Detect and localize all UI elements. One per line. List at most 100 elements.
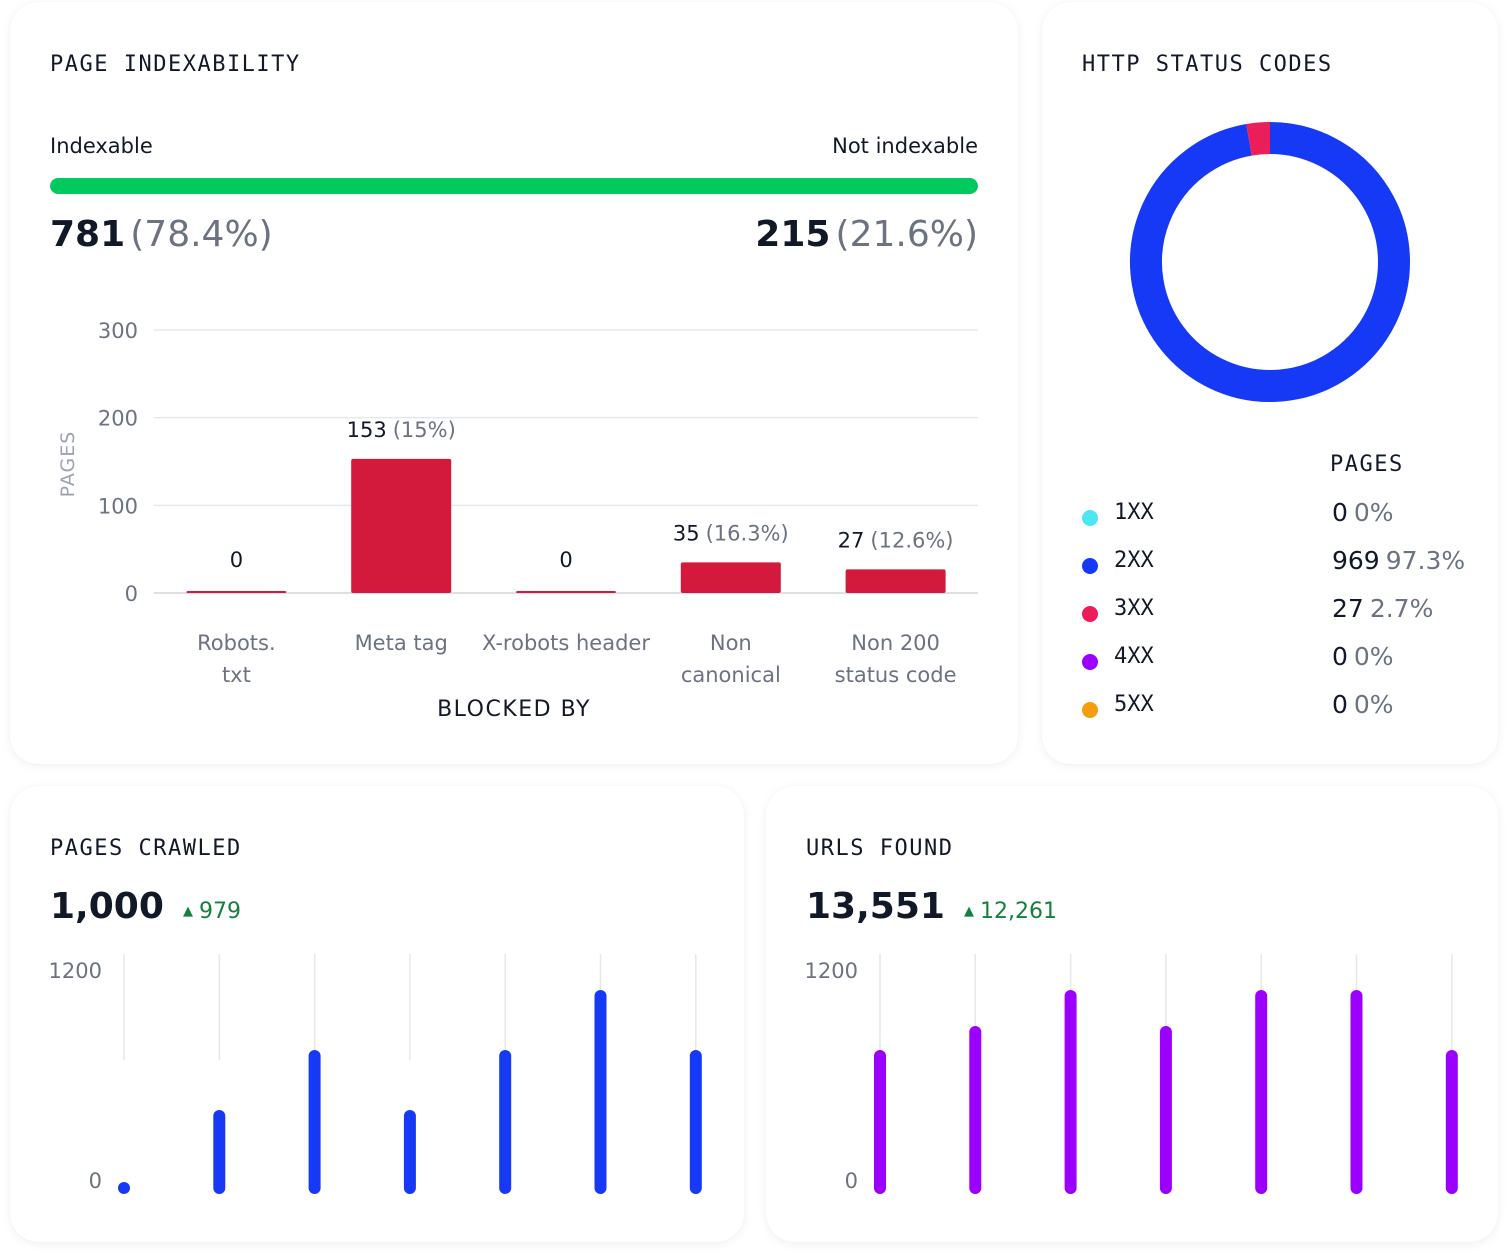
status-code-percent: 0%: [1353, 498, 1394, 527]
x-axis-label: BLOCKED BY: [437, 697, 591, 722]
bar-value-label: 0: [230, 548, 243, 572]
y-tick-label: 0: [125, 582, 138, 606]
y-tick-label: 300: [98, 319, 138, 343]
status-code-label: 4XX: [1114, 644, 1154, 669]
y-tick-label: 1200: [805, 959, 858, 983]
pages-crawled-delta-value: 979: [198, 899, 241, 924]
status-code-label: 1XX: [1114, 500, 1154, 525]
urls-found-stat: 13,551 ▲ 12,261: [806, 886, 1057, 927]
indexable-stat: 781 (78.4%): [50, 214, 273, 255]
bar-value-label: 35 (16.3%): [673, 521, 789, 545]
bar: [594, 990, 607, 1194]
status-code-count: 0: [1332, 498, 1348, 527]
blocked-by-bar-chart: 0 100 200 300 PAGES 0 Robots. txt 153 (15%) Meta t…: [57, 319, 978, 722]
http-status-donut-chart: [1130, 122, 1410, 402]
bar-value-label: 27 (12.6%): [838, 528, 954, 552]
legend-dot-icon: [1082, 702, 1098, 718]
bar: [186, 591, 287, 593]
status-code-value: 969 97.3%: [1332, 546, 1465, 575]
http-status-codes-title: HTTP STATUS CODES: [1082, 52, 1333, 77]
y-tick-label: 1200: [49, 959, 102, 983]
urls-found-bar-chart: 1200 0: [805, 954, 1458, 1194]
urls-found-delta: ▲ 12,261: [964, 899, 1057, 924]
x-category-label: Non: [710, 631, 752, 655]
bar: [969, 1026, 982, 1194]
status-code-value: 0 0%: [1332, 498, 1394, 527]
triangle-up-icon: ▲: [182, 904, 193, 919]
x-category-label: Non 200: [851, 631, 940, 655]
bar: [1255, 990, 1268, 1194]
status-code-percent: 97.3%: [1385, 546, 1466, 575]
not-indexable-label: Not indexable: [832, 134, 978, 158]
bar: [1159, 1026, 1172, 1194]
x-category-label: Meta tag: [355, 631, 448, 655]
status-code-label: 5XX: [1114, 692, 1154, 717]
legend-item-1xx: 1XX 0 0%: [1042, 498, 1498, 546]
bar: [118, 1182, 130, 1194]
status-code-percent: 0%: [1353, 642, 1394, 671]
urls-found-value: 13,551: [806, 886, 945, 927]
status-code-label: 3XX: [1114, 596, 1154, 621]
status-code-count: 0: [1332, 642, 1348, 671]
x-category-label: status code: [835, 663, 957, 687]
legend-dot-icon: [1082, 558, 1098, 574]
pages-crawled-delta: ▲ 979: [183, 899, 241, 924]
status-code-value: 0 0%: [1332, 690, 1394, 719]
legend-item-2xx: 2XX 969 97.3%: [1042, 546, 1498, 594]
bar: [1350, 990, 1363, 1194]
x-category-label: Robots.: [197, 631, 276, 655]
bar: [499, 1050, 512, 1194]
not-indexable-percent: (21.6%): [835, 214, 978, 255]
status-code-percent: 0%: [1353, 690, 1394, 719]
bar: [308, 1050, 321, 1194]
legend-dot-icon: [1082, 654, 1098, 670]
legend-dot-icon: [1082, 606, 1098, 622]
status-code-value: 0 0%: [1332, 642, 1394, 671]
donut-slice: [1130, 122, 1410, 402]
http-status-codes-card: HTTP STATUS CODES PAGES 1XX 0 0% 2XX 969 97.3…: [1042, 2, 1498, 764]
pages-crawled-bar-chart: 1200 0: [49, 954, 702, 1194]
bar: [403, 1110, 416, 1194]
indexability-progress-fill: [50, 178, 978, 194]
page-indexability-card: PAGE INDEXABILITY Indexable Not indexabl…: [10, 2, 1018, 764]
legend-item-4xx: 4XX 0 0%: [1042, 642, 1498, 690]
y-tick-label: 0: [845, 1169, 858, 1193]
pages-crawled-stat: 1,000 ▲ 979: [50, 886, 241, 927]
indexable-percent: (78.4%): [130, 214, 273, 255]
status-code-count: 0: [1332, 690, 1348, 719]
indexable-count: 781: [50, 214, 126, 255]
bar: [213, 1110, 226, 1194]
legend-item-3xx: 3XX 27 2.7%: [1042, 594, 1498, 642]
triangle-up-icon: ▲: [964, 904, 975, 919]
urls-found-delta-value: 12,261: [980, 899, 1057, 924]
bar-value-label: 0: [559, 548, 572, 572]
bar: [845, 569, 946, 593]
donut-slice: [1246, 122, 1271, 156]
status-code-count: 969: [1332, 546, 1380, 575]
page-indexability-title: PAGE INDEXABILITY: [50, 52, 301, 77]
indexability-progress-bar: [50, 178, 978, 194]
x-category-label: txt: [222, 663, 251, 687]
bar: [680, 562, 781, 593]
y-axis-label: PAGES: [57, 431, 79, 498]
bar: [1445, 1050, 1458, 1194]
urls-found-title: URLS FOUND: [806, 836, 954, 861]
x-category-label: X-robots header: [482, 631, 650, 655]
status-code-value: 27 2.7%: [1332, 594, 1433, 623]
pages-crawled-value: 1,000: [50, 886, 164, 927]
bar: [689, 1050, 702, 1194]
bar: [1064, 990, 1077, 1194]
x-category-label: canonical: [681, 663, 781, 687]
status-code-percent: 2.7%: [1369, 594, 1434, 623]
bar: [874, 1050, 886, 1194]
pages-crawled-title: PAGES CRAWLED: [50, 836, 242, 861]
indexable-label: Indexable: [50, 134, 153, 158]
bar-value-label: 153 (15%): [347, 418, 456, 442]
pages-crawled-card: PAGES CRAWLED 1,000 ▲ 979 1200 0: [10, 786, 744, 1242]
urls-found-card: URLS FOUND 13,551 ▲ 12,261 1200 0: [766, 786, 1498, 1242]
y-tick-label: 200: [98, 407, 138, 431]
legend-dot-icon: [1082, 510, 1098, 526]
bar: [351, 458, 452, 593]
legend-item-5xx: 5XX 0 0%: [1042, 690, 1498, 738]
not-indexable-stat: 215 (21.6%): [755, 214, 978, 255]
